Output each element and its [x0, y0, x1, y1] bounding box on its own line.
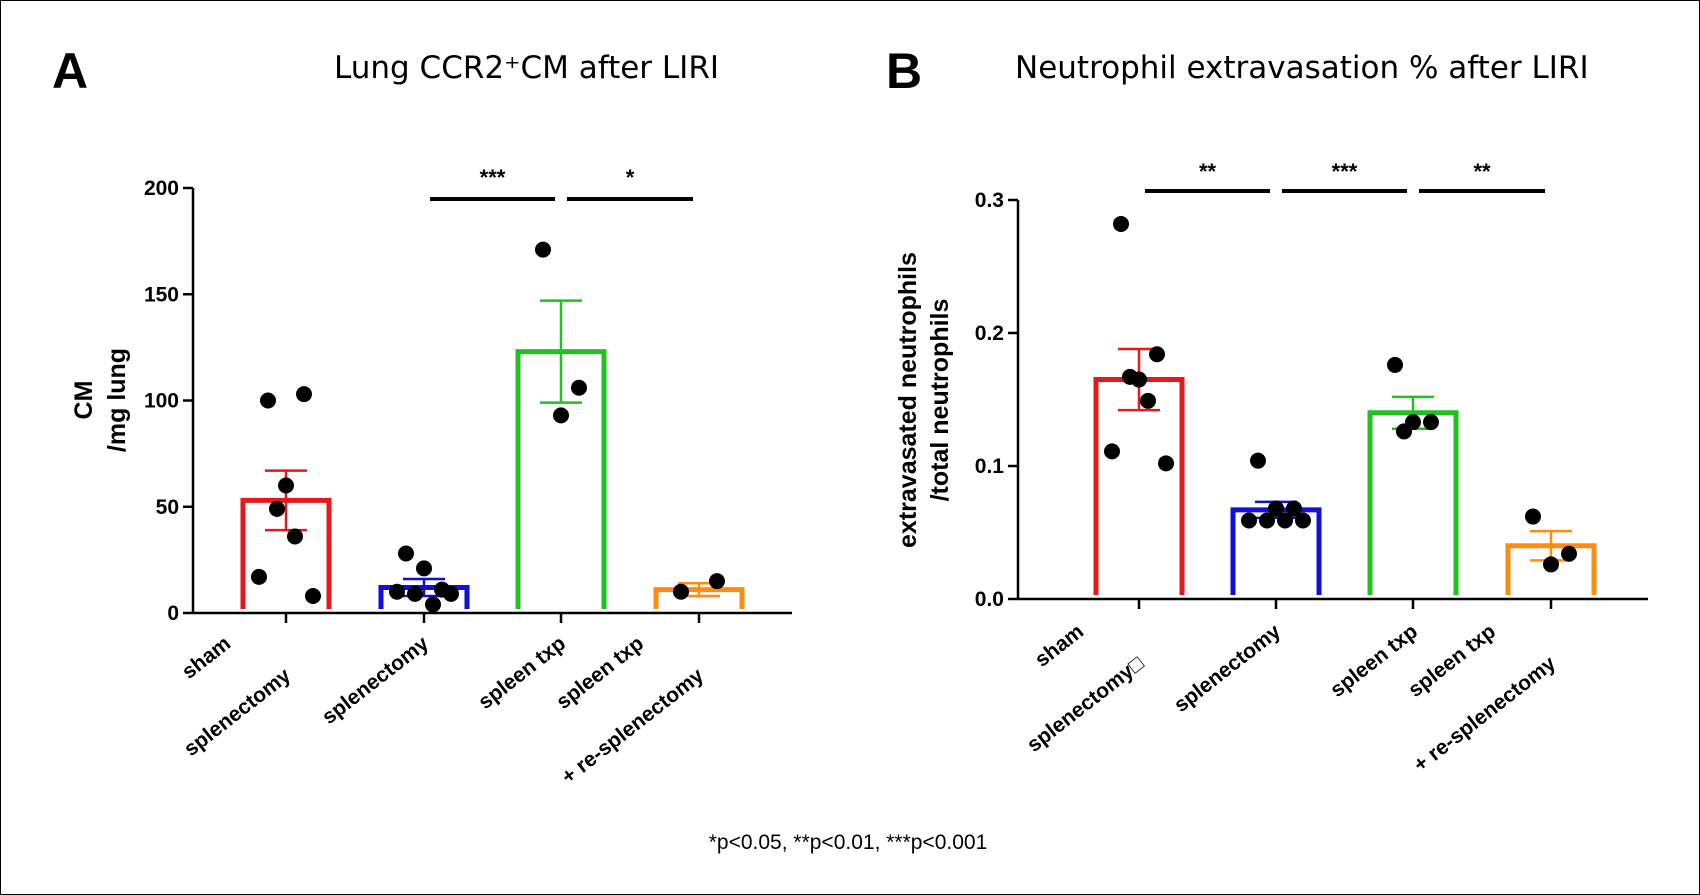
pb-category-label: spleen txp	[1404, 620, 1500, 702]
pb-significance-label: **	[1473, 159, 1491, 184]
pa-data-point	[571, 379, 587, 396]
pa-data-point	[673, 583, 689, 600]
pa-significance-label: *	[626, 165, 635, 190]
pa-data-point	[535, 241, 551, 258]
pa-data-point	[443, 585, 459, 602]
pb-category-label: sham	[1031, 620, 1088, 672]
pb-data-point	[1149, 346, 1165, 363]
panel-b-ylabel-line1: extravasated neutrophils	[894, 252, 922, 548]
pa-data-point	[425, 596, 441, 613]
pa-data-point	[269, 500, 285, 517]
pb-y-tick-label: 0.2	[975, 322, 1004, 345]
pb-data-point	[1104, 443, 1120, 460]
pb-data-point	[1158, 455, 1174, 472]
pb-data-point	[1396, 423, 1412, 440]
pb-data-point	[1286, 500, 1302, 517]
pa-data-point	[398, 545, 414, 562]
pb-bar-1	[1093, 377, 1185, 595]
pb-data-point	[1113, 215, 1129, 232]
pb-data-point	[1387, 356, 1403, 373]
panel-b-letter: B	[886, 43, 922, 99]
pa-data-point	[296, 386, 312, 403]
pa-data-point	[389, 583, 405, 600]
pa-data-point	[251, 568, 267, 585]
panel-a-ylabel-line2: /mg lung	[103, 348, 131, 452]
pb-y-tick-label: 0.0	[975, 588, 1004, 611]
pb-data-point	[1250, 452, 1266, 469]
pa-category-label: splenectomy	[318, 632, 434, 729]
pb-bar-3	[1367, 410, 1459, 595]
panel-a-ylabel-line1: CM	[70, 381, 98, 420]
pa-data-point	[407, 585, 423, 602]
pb-data-point	[1295, 512, 1311, 529]
panel-a-letter: A	[52, 43, 88, 99]
pa-data-point	[709, 573, 725, 590]
pa-data-point	[416, 560, 432, 577]
pb-data-point	[1561, 545, 1577, 562]
pb-data-point	[1423, 414, 1439, 431]
pa-y-tick-label: 50	[156, 496, 179, 519]
pa-category-label: sham	[178, 632, 235, 684]
pb-data-point	[1268, 500, 1284, 517]
pa-data-point	[278, 477, 294, 494]
pb-data-point	[1241, 512, 1257, 529]
pb-data-point	[1525, 508, 1541, 525]
panel-b-ylabel-line2: /total neutrophils	[926, 299, 954, 502]
pb-data-point	[1259, 512, 1275, 529]
significance-footnote: *p<0.05, **p<0.01, ***p<0.001	[709, 831, 988, 854]
panel-b-title: Neutrophil extravasation % after LIRI	[1015, 50, 1589, 86]
pa-y-tick-label: 100	[144, 390, 179, 413]
pb-data-point	[1122, 368, 1138, 385]
panel-a-title: Lung CCR2⁺CM after LIRI	[334, 50, 719, 86]
pa-y-tick-label: 200	[144, 177, 179, 200]
pa-data-point	[260, 392, 276, 409]
pb-significance-label: **	[1199, 159, 1217, 184]
pa-y-tick-label: 0	[167, 602, 179, 625]
pa-data-point	[553, 407, 569, 424]
pb-data-point	[1140, 392, 1156, 409]
pb-data-point	[1277, 512, 1293, 529]
pb-category-label: splenectomy	[1170, 620, 1286, 717]
pa-y-tick-label: 150	[144, 283, 179, 306]
pa-data-point	[305, 588, 321, 604]
pa-data-point	[287, 528, 303, 545]
pb-y-tick-label: 0.3	[975, 189, 1004, 212]
pb-data-point	[1543, 556, 1559, 573]
pa-category-label: spleen txp	[552, 632, 648, 714]
pb-significance-label: ***	[1332, 159, 1358, 184]
pa-significance-label: ***	[480, 165, 506, 190]
pb-y-tick-label: 0.1	[975, 455, 1005, 478]
